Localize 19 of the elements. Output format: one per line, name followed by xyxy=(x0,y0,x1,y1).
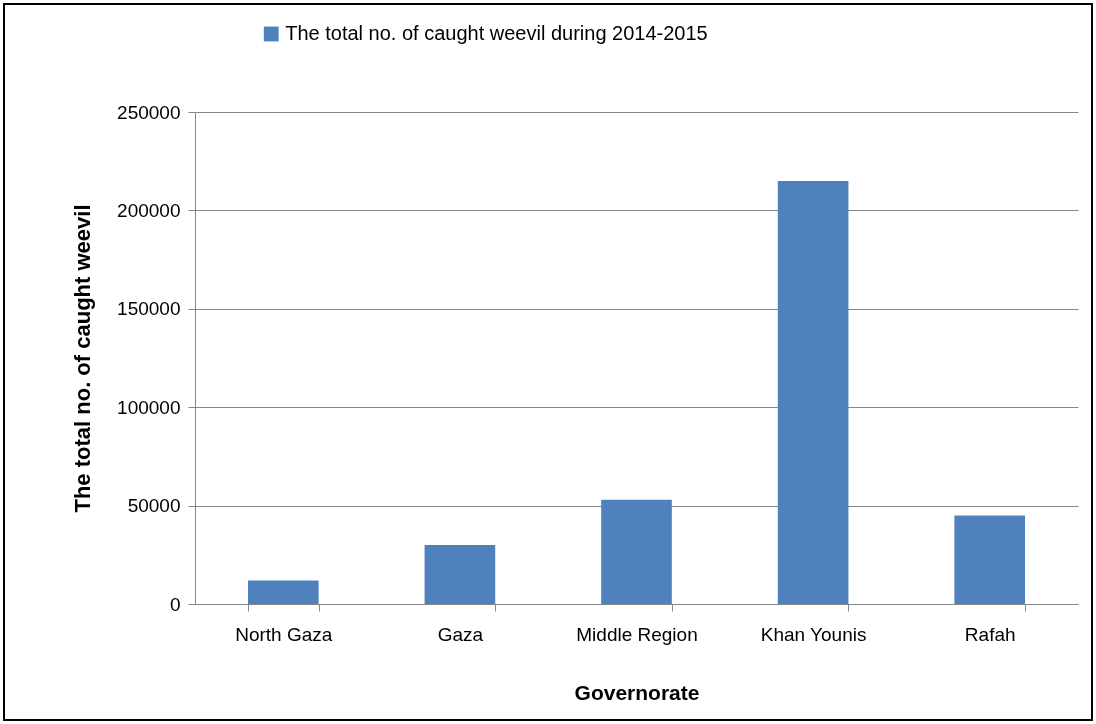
bar xyxy=(247,580,319,604)
bar xyxy=(601,499,672,604)
x-tick-label: Rafah xyxy=(964,623,1016,645)
x-tick-label: Middle Region xyxy=(576,623,698,645)
bar xyxy=(777,180,849,604)
x-tick-label: Gaza xyxy=(437,623,484,645)
bar xyxy=(954,515,1026,604)
y-tick-label: 200000 xyxy=(117,199,181,221)
bar xyxy=(424,544,496,604)
y-axis-title: The total no. of caught weevil xyxy=(70,204,96,513)
legend-label: The total no. of caught weevil during 2014-2015 xyxy=(285,22,708,44)
x-axis-title: Governorate xyxy=(574,680,700,704)
y-tick-label: 250000 xyxy=(117,101,181,123)
y-tick-label: 50000 xyxy=(127,495,181,517)
x-tick-label: North Gaza xyxy=(235,623,333,645)
y-tick-label: 100000 xyxy=(117,396,181,418)
y-tick-label: 150000 xyxy=(117,298,181,320)
y-tick-label: 0 xyxy=(169,593,181,615)
x-tick-label: Khan Younis xyxy=(760,623,867,645)
